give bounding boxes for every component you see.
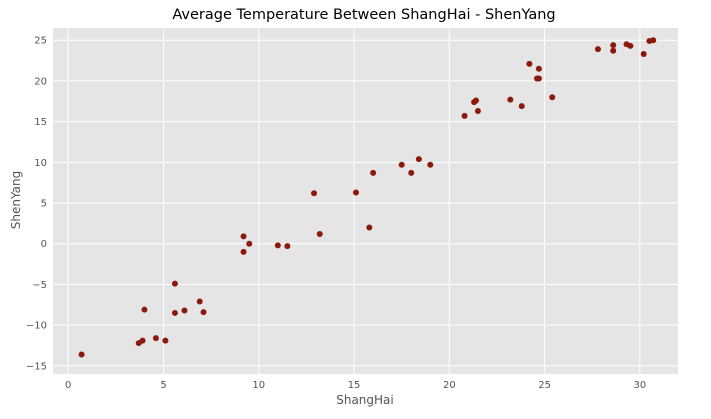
data-point (284, 243, 291, 250)
y-tick-label: 0 (41, 239, 47, 250)
data-point (427, 161, 434, 168)
data-point (473, 97, 480, 104)
data-points (78, 37, 657, 358)
x-tick-label: 20 (443, 380, 456, 391)
data-point (398, 161, 405, 168)
y-tick-label: 25 (34, 36, 47, 47)
data-point (181, 307, 188, 314)
grid-lines (53, 28, 678, 374)
data-point (139, 337, 146, 344)
x-tick-label: 10 (252, 380, 265, 391)
data-point (535, 75, 542, 82)
x-tick-label: 5 (160, 380, 166, 391)
data-point (627, 42, 634, 49)
data-point (240, 233, 247, 240)
plot-area (53, 28, 678, 374)
data-point (240, 248, 247, 255)
y-tick-label: −10 (26, 321, 47, 332)
data-point (171, 280, 178, 287)
data-point (594, 46, 601, 53)
x-tick-label: 0 (65, 380, 71, 391)
data-point (408, 169, 415, 176)
data-point (196, 298, 203, 305)
plot-background (53, 28, 678, 374)
data-point (610, 47, 617, 54)
data-point (78, 351, 85, 358)
y-tick-label: 20 (34, 76, 47, 87)
data-point (352, 189, 359, 196)
data-point (507, 96, 514, 103)
data-point (162, 337, 169, 344)
x-tick-label: 15 (348, 380, 361, 391)
data-point (316, 230, 323, 237)
data-point (549, 94, 556, 101)
y-tick-label: 10 (34, 158, 47, 169)
data-point (415, 156, 422, 163)
data-point (535, 65, 542, 72)
data-point (171, 309, 178, 316)
y-tick-label: −15 (26, 361, 47, 372)
x-tick-label: 30 (634, 380, 647, 391)
data-point (518, 103, 525, 110)
y-tick-label: 5 (41, 199, 47, 210)
data-point (461, 112, 468, 119)
data-point (474, 108, 481, 115)
y-axis-label: ShenYang (9, 171, 23, 229)
data-point (274, 242, 281, 249)
data-point (640, 51, 647, 58)
data-point (526, 60, 533, 67)
x-tick-label: 25 (538, 380, 551, 391)
data-point (246, 240, 253, 247)
data-point (650, 37, 657, 44)
y-tick-label: −5 (32, 280, 47, 291)
data-point (366, 224, 373, 231)
data-point (152, 335, 159, 342)
y-axis-ticks: −15 −10 −5 0 5 10 15 20 25 (26, 36, 47, 373)
chart-title: Average Temperature Between ShangHai - S… (172, 7, 555, 23)
y-tick-label: 15 (34, 117, 47, 128)
data-point (200, 309, 207, 316)
x-axis-ticks: 0 5 10 15 20 25 30 (65, 380, 646, 391)
data-point (370, 169, 377, 176)
data-point (311, 190, 318, 197)
data-point (141, 306, 148, 313)
x-axis-label: ShangHai (336, 393, 394, 407)
data-point (610, 42, 617, 49)
